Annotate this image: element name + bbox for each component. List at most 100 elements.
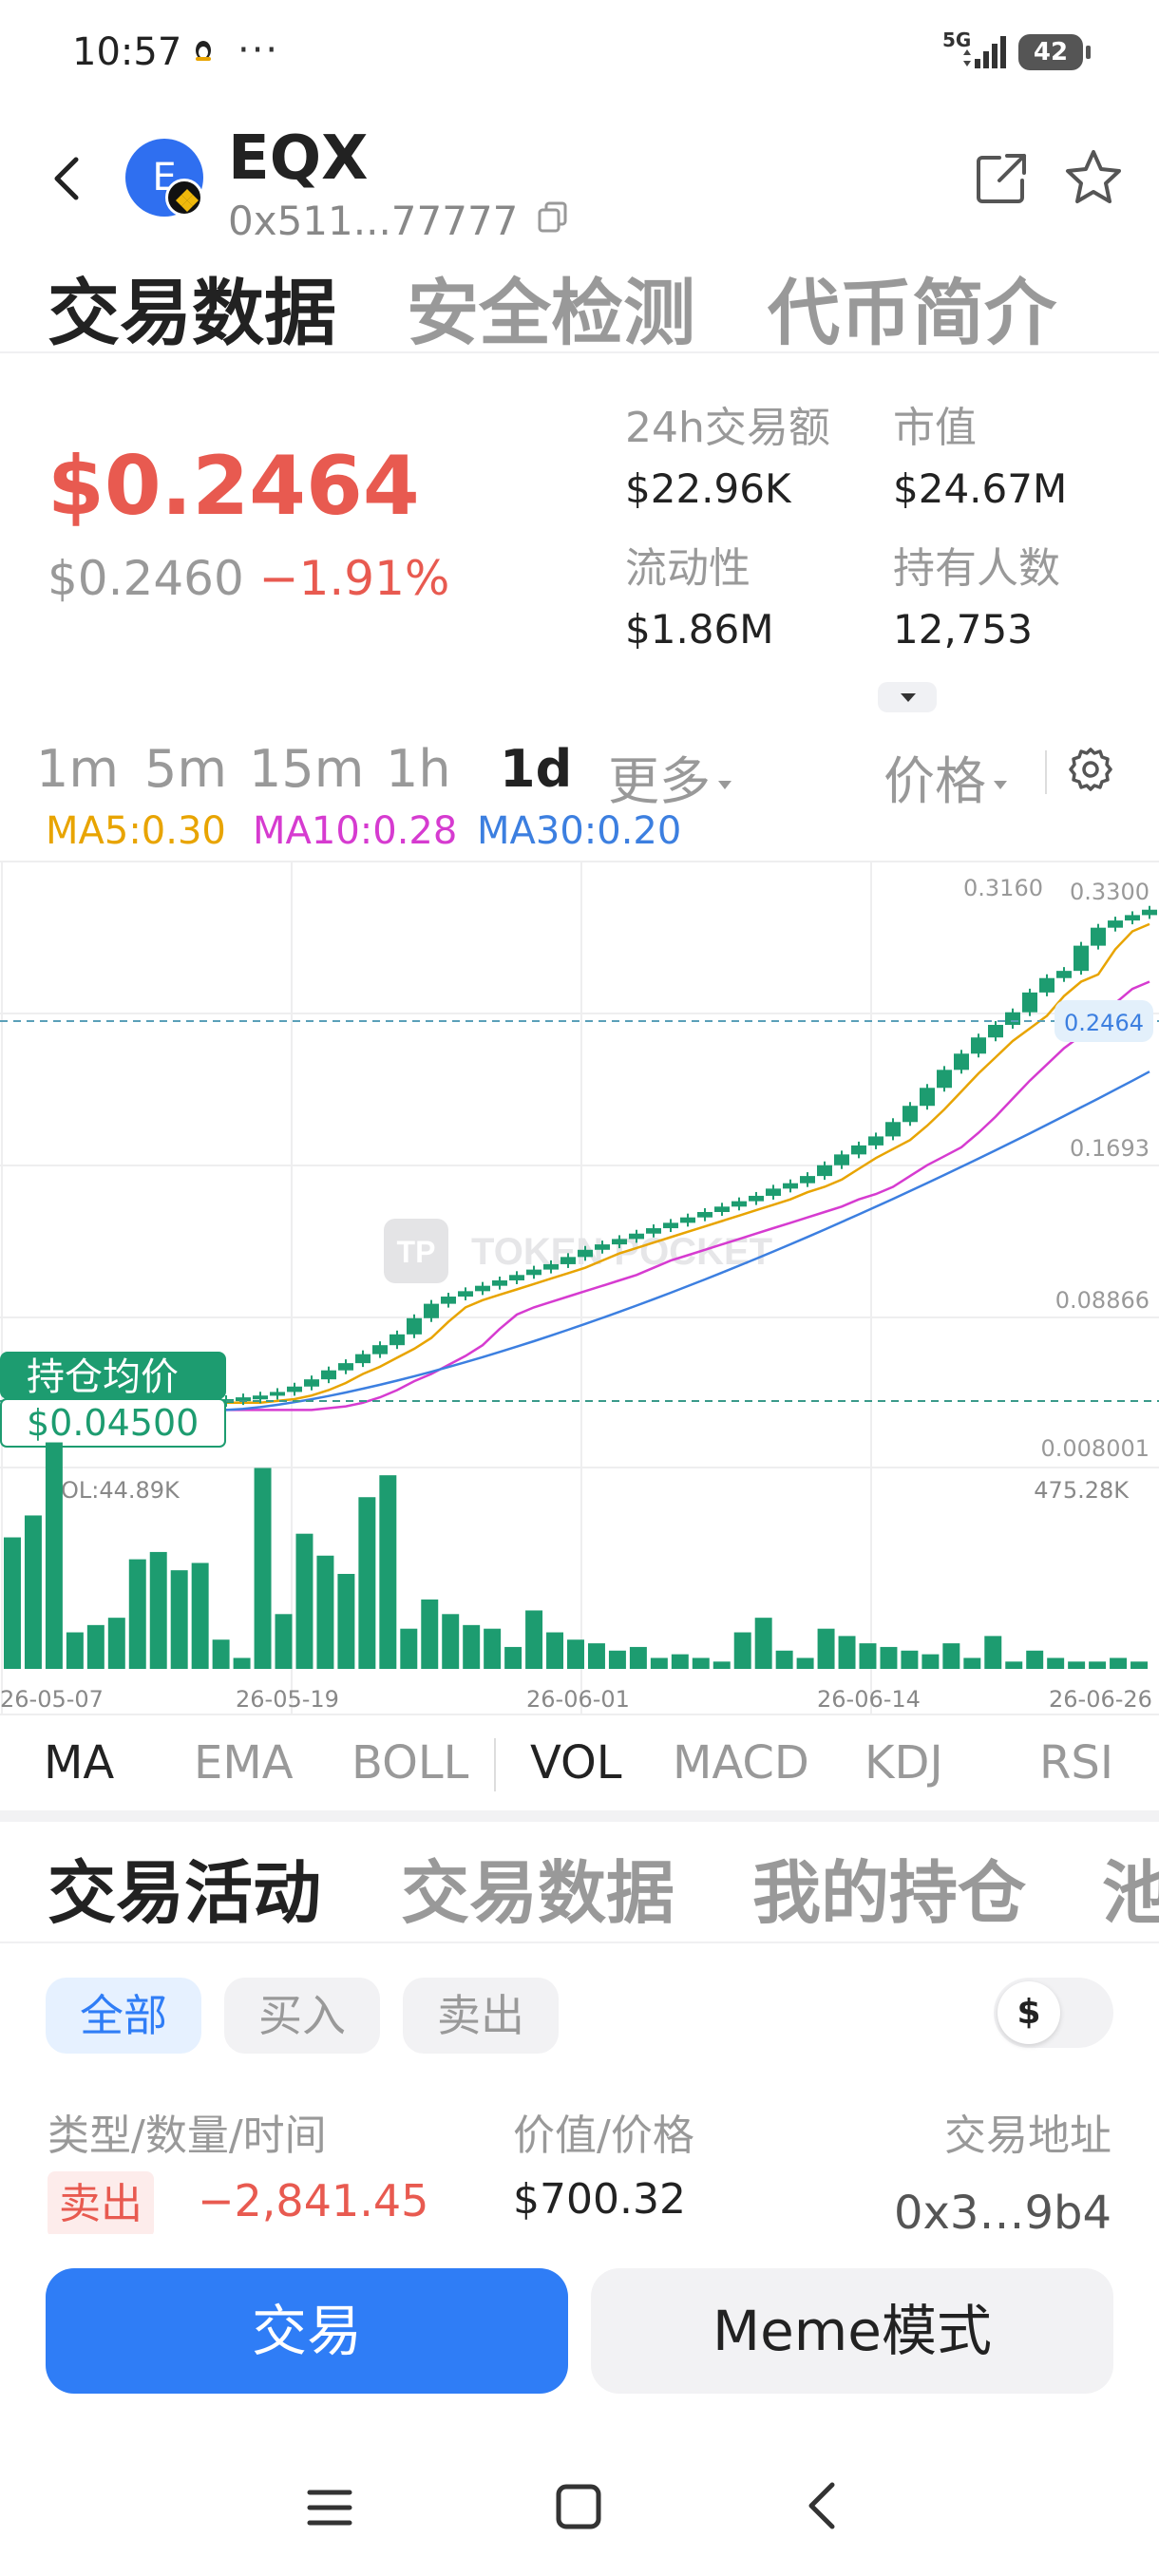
filter-all[interactable]: 全部	[46, 1978, 201, 2054]
volume-bar	[421, 1599, 439, 1669]
price-secondary: $0.2460 −1.91%	[48, 551, 449, 606]
y-axis-label: 0.3160	[963, 875, 1043, 901]
expand-stats-button[interactable]	[878, 682, 937, 712]
indicator-macd[interactable]: MACD	[673, 1736, 809, 1790]
volume-bar	[608, 1650, 626, 1669]
currency-toggle[interactable]: $	[994, 1978, 1113, 2048]
interval-1h[interactable]: 1h	[386, 739, 451, 799]
volume-bar	[149, 1551, 167, 1669]
candle	[475, 1285, 490, 1292]
gear-icon[interactable]	[1068, 747, 1113, 792]
tab-security-check[interactable]: 安全检测	[407, 271, 695, 355]
trade-button[interactable]: 交易	[46, 2268, 568, 2394]
tab-trade-stats[interactable]: 交易数据	[401, 1853, 675, 1933]
candle	[885, 1122, 901, 1137]
volume-bar	[775, 1650, 793, 1669]
interval-1m[interactable]: 1m	[36, 739, 119, 799]
volume-max-label: 475.28K	[1034, 1477, 1130, 1504]
volume-bar	[1005, 1661, 1023, 1669]
volume-bar	[1089, 1661, 1107, 1669]
back-arrow-icon[interactable]	[48, 152, 86, 205]
volume-bar	[358, 1497, 376, 1669]
battery-icon: 42	[1018, 34, 1091, 70]
chevron-down-icon	[994, 780, 1007, 789]
avg-cost-value-box	[0, 1398, 226, 1448]
volume-bar	[546, 1632, 564, 1669]
candle	[629, 1233, 644, 1240]
trade-address[interactable]: 0x3…9b4	[893, 2187, 1112, 2240]
tab-pool[interactable]: 池	[1102, 1853, 1159, 1933]
volume-bar	[859, 1643, 877, 1669]
copy-icon[interactable]	[538, 201, 568, 234]
nav-back-icon[interactable]	[804, 2479, 838, 2532]
tab-trade-data[interactable]: 交易数据	[48, 271, 336, 355]
indicator-ema[interactable]: EMA	[194, 1736, 294, 1790]
volume-bar	[295, 1533, 314, 1669]
meme-mode-button[interactable]: Meme模式	[591, 2268, 1113, 2394]
ma30-legend: MA30:0.20	[477, 809, 682, 853]
token-address: 0x511...77777	[228, 198, 519, 244]
candle	[612, 1239, 627, 1245]
candle	[1142, 909, 1157, 916]
candle	[817, 1165, 832, 1177]
x-axis-label: 26-06-01	[526, 1686, 630, 1713]
volume-bar	[316, 1555, 334, 1669]
tab-token-intro[interactable]: 代币简介	[768, 271, 1056, 355]
interval-more[interactable]: 更多	[608, 739, 732, 814]
candle	[1005, 1012, 1020, 1025]
watermark-logo-text: TP	[397, 1235, 436, 1269]
volume-bar	[754, 1618, 772, 1669]
ma10-legend: MA10:0.28	[253, 809, 458, 853]
y-axis-label: 0.1693	[1070, 1135, 1150, 1162]
candle	[920, 1088, 935, 1107]
y-axis-label: 0.008001	[1040, 1435, 1150, 1462]
volume-bar	[1068, 1661, 1086, 1669]
volume-bar	[922, 1654, 940, 1669]
volume-bar	[107, 1618, 125, 1669]
filter-sell[interactable]: 卖出	[403, 1978, 559, 2054]
interval-1d[interactable]: 1d	[500, 739, 573, 799]
menu-icon[interactable]	[306, 2487, 353, 2529]
candle	[663, 1222, 678, 1229]
volume-bar	[587, 1643, 605, 1669]
volume-bar	[463, 1624, 481, 1669]
interval-5m[interactable]: 5m	[144, 739, 227, 799]
mcap-label: 市值	[893, 404, 977, 452]
candle	[971, 1037, 986, 1054]
candle	[1108, 920, 1123, 928]
trade-type-badge: 卖出	[48, 2171, 154, 2238]
share-icon[interactable]	[975, 152, 1028, 205]
price-selector[interactable]: 价格	[884, 739, 1007, 814]
volume-bar	[24, 1515, 42, 1669]
candle	[834, 1154, 849, 1165]
candle	[851, 1145, 866, 1155]
column-value: 价值/价格	[513, 2112, 694, 2160]
volume-bar	[45, 1442, 63, 1669]
home-icon[interactable]	[555, 2483, 602, 2530]
volume-bar	[400, 1628, 418, 1669]
indicator-kdj[interactable]: KDJ	[864, 1736, 943, 1790]
indicator-ma[interactable]: MA	[44, 1736, 115, 1790]
divider	[494, 1738, 496, 1791]
indicator-boll[interactable]: BOLL	[352, 1736, 469, 1790]
candle	[954, 1053, 969, 1070]
x-axis-label: 26-05-07	[0, 1686, 104, 1713]
favorite-star-icon[interactable]	[1064, 148, 1123, 207]
volume-bar	[733, 1632, 751, 1669]
volume-bar	[1110, 1657, 1128, 1669]
indicator-rsi[interactable]: RSI	[1039, 1736, 1113, 1790]
indicator-vol[interactable]: VOL	[530, 1736, 622, 1790]
volume-bar	[1047, 1657, 1065, 1669]
filter-buy[interactable]: 买入	[224, 1978, 380, 2054]
candle	[253, 1395, 268, 1400]
candle	[321, 1370, 336, 1380]
candle	[424, 1303, 439, 1318]
candle	[714, 1206, 730, 1212]
interval-15m[interactable]: 15m	[249, 739, 365, 799]
tab-trade-activity[interactable]: 交易活动	[48, 1853, 322, 1933]
holders-value: 12,753	[893, 606, 1033, 653]
tab-my-holdings[interactable]: 我的持仓	[752, 1853, 1027, 1933]
candle	[868, 1136, 884, 1146]
status-bar: 10:57 ··· 5G 42	[0, 0, 1159, 104]
